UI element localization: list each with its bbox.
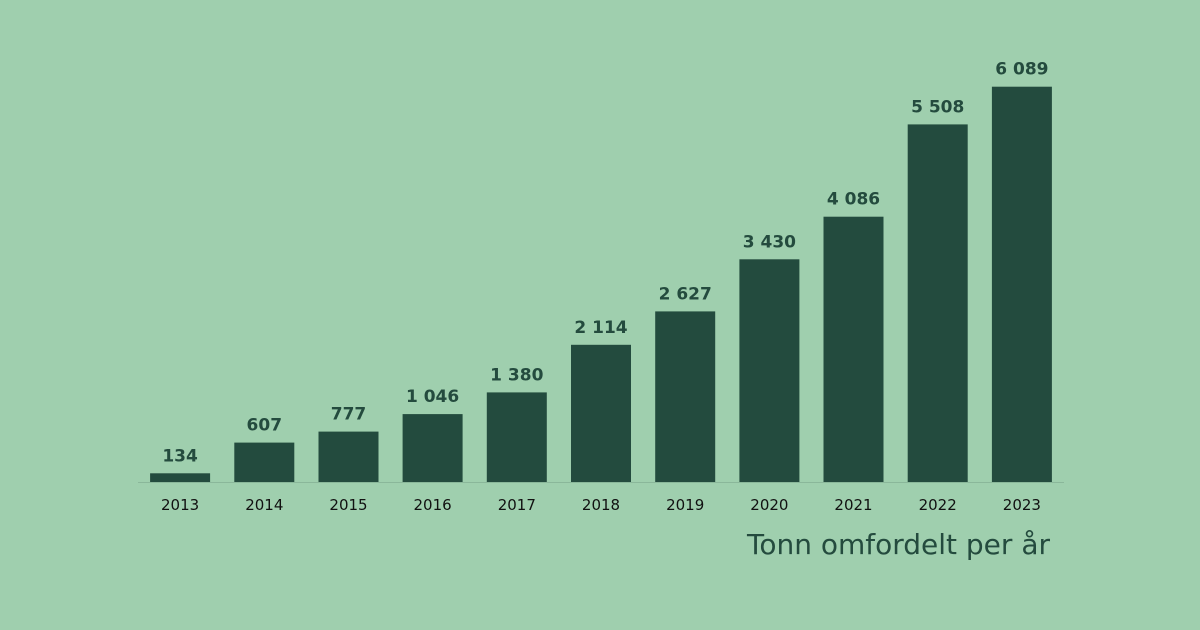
x-tick-label-2013: 2013 xyxy=(161,496,199,514)
value-label-2019: 2 627 xyxy=(659,284,712,304)
value-label-2013: 134 xyxy=(162,446,198,466)
bar-2020 xyxy=(739,259,800,482)
bars-group xyxy=(150,86,1052,483)
bar-2021 xyxy=(823,216,884,482)
bar-2016 xyxy=(402,414,463,482)
value-label-2015: 777 xyxy=(331,405,367,425)
x-tick-label-2015: 2015 xyxy=(329,496,367,514)
x-tick-label-2020: 2020 xyxy=(750,496,788,514)
x-tick-label-2016: 2016 xyxy=(414,496,452,514)
value-label-2022: 5 508 xyxy=(911,97,964,117)
value-label-2021: 4 086 xyxy=(827,190,880,210)
bar-2017 xyxy=(486,392,547,482)
bar-2015 xyxy=(318,431,379,482)
value-label-2014: 607 xyxy=(247,416,283,436)
x-tick-label-2019: 2019 xyxy=(666,496,704,514)
chart-title: Tonn omfordelt per år xyxy=(746,528,1050,561)
x-tick-label-2023: 2023 xyxy=(1003,496,1041,514)
x-tick-label-2014: 2014 xyxy=(245,496,283,514)
x-tick-label-2017: 2017 xyxy=(498,496,536,514)
value-label-2017: 1 380 xyxy=(490,365,543,385)
x-tick-label-2018: 2018 xyxy=(582,496,620,514)
bar-2019 xyxy=(655,311,716,482)
value-label-2023: 6 089 xyxy=(995,60,1048,80)
x-tick-label-2022: 2022 xyxy=(919,496,957,514)
bar-2022 xyxy=(907,124,968,483)
x-tick-labels-group: 2013 2014 2015 2016 2017 2018 2019 2020 2021 2022… xyxy=(161,496,1041,514)
bar-2014 xyxy=(234,442,295,482)
x-tick-label-2021: 2021 xyxy=(834,496,872,514)
bar-2018 xyxy=(571,344,631,482)
value-labels-group: 134 607 777 1 046 1 380 2 114 2 627 3 430 4 086 5… xyxy=(162,60,1048,467)
value-label-2016: 1 046 xyxy=(406,387,459,407)
value-label-2020: 3 430 xyxy=(743,232,796,252)
value-label-2018: 2 114 xyxy=(574,318,627,338)
bar-2023 xyxy=(991,86,1052,482)
bar-2013 xyxy=(150,473,211,482)
